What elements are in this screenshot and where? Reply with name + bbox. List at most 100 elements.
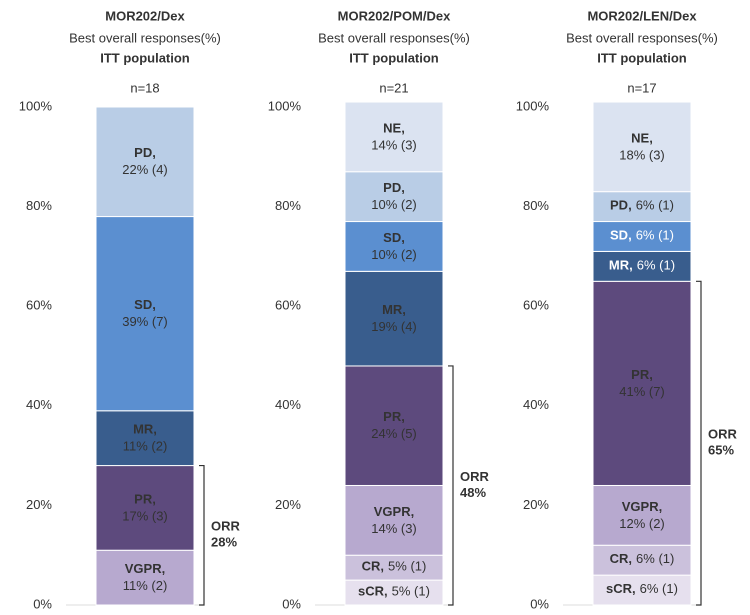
y-tick-label: 80% [26, 198, 52, 213]
bar-segment [592, 221, 692, 252]
segment-value: 22% (4) [122, 162, 168, 177]
segment-name: sCR, [358, 584, 388, 599]
orr-value: 48% [460, 485, 486, 500]
orr-value: 28% [211, 535, 237, 550]
chart-subtitle: Best overall responses(%) [318, 30, 470, 45]
segment-value: 17% (3) [122, 508, 168, 523]
population-label: ITT population [349, 50, 439, 65]
segment-value: 14% (3) [371, 137, 417, 152]
segment-value: 10% (2) [371, 197, 417, 212]
y-tick-label: 60% [523, 298, 549, 313]
segment-name: MR, [133, 422, 157, 437]
y-tick-label: 60% [275, 298, 301, 313]
segment-name: MR, [609, 258, 633, 273]
y-tick-label: 100% [268, 98, 302, 113]
segment-value: 5% (1) [392, 584, 430, 599]
population-label: ITT population [100, 50, 190, 65]
orr-bracket [199, 464, 205, 606]
segment-name: CR, [610, 552, 632, 567]
segment-value: 39% (7) [122, 314, 168, 329]
y-tick-label: 0% [530, 596, 549, 611]
bar-segment [344, 221, 444, 272]
segment-value: 6% (1) [637, 258, 675, 273]
segment-name: VGPR, [622, 499, 662, 514]
bar-segment [592, 484, 692, 546]
bar-segment [344, 171, 444, 223]
segment-name: MR, [382, 302, 406, 317]
segment-name: VGPR, [125, 561, 165, 576]
orr-label: ORR [460, 469, 490, 484]
bar-segment [344, 579, 444, 606]
y-tick-label: 20% [523, 497, 549, 512]
segment-name: NE, [631, 130, 653, 145]
segment-value: 12% (2) [619, 516, 665, 531]
segment-name: PR, [631, 367, 653, 382]
segment-value: 18% (3) [619, 147, 665, 162]
bar-segment [95, 549, 195, 606]
y-tick-label: 40% [26, 397, 52, 412]
orr-label: ORR [211, 519, 241, 534]
bar-segment [592, 191, 692, 223]
segment-value: 11% (2) [123, 439, 168, 454]
segment-label: MR, 6% (1) [609, 258, 675, 273]
segment-value: 6% (1) [636, 198, 674, 213]
bar-segment [592, 250, 692, 282]
orr-label: ORR [708, 427, 738, 442]
segment-name: PD, [610, 198, 632, 213]
bar-segment [592, 280, 692, 486]
chart-title: MOR202/LEN/Dex [587, 8, 697, 23]
bar-segment [592, 544, 692, 576]
y-tick-label: 40% [275, 397, 301, 412]
segment-value: 14% (3) [371, 521, 417, 536]
n-label: n=18 [130, 80, 159, 95]
segment-value: 5% (1) [388, 559, 426, 574]
segment-name: PD, [383, 180, 405, 195]
segment-value: 24% (5) [371, 426, 417, 441]
population-label: ITT population [597, 50, 687, 65]
bar-segment [95, 106, 195, 218]
orr-value: 65% [708, 443, 734, 458]
segment-name: SD, [383, 230, 405, 245]
y-tick-label: 0% [33, 596, 52, 611]
segment-name: PR, [134, 491, 156, 506]
bar-segment [344, 365, 444, 486]
bar-segment [592, 101, 692, 193]
segment-label: PD, 6% (1) [610, 198, 674, 213]
segment-name: VGPR, [374, 504, 414, 519]
bar-segment [344, 101, 444, 173]
chart-title: MOR202/Dex [105, 8, 185, 23]
n-label: n=17 [627, 80, 656, 95]
segment-name: CR, [362, 559, 384, 574]
bar-segment [344, 484, 444, 556]
segment-value: 41% (7) [619, 384, 665, 399]
segment-value: 11% (2) [123, 578, 168, 593]
segment-value: 6% (1) [636, 228, 674, 243]
bar-segment [344, 554, 444, 581]
bar-segment [95, 216, 195, 412]
orr-bracket [696, 280, 702, 606]
segment-value: 6% (1) [636, 552, 674, 567]
segment-name: NE, [383, 120, 405, 135]
segment-name: PD, [134, 145, 156, 160]
y-tick-label: 0% [282, 596, 301, 611]
segment-label: SD, 6% (1) [610, 228, 674, 243]
y-tick-label: 100% [19, 98, 53, 113]
segment-label: sCR, 6% (1) [606, 581, 678, 596]
segment-value: 19% (4) [371, 319, 417, 334]
segment-label: sCR, 5% (1) [358, 584, 430, 599]
segment-name: SD, [610, 228, 632, 243]
segment-label: CR, 5% (1) [362, 559, 427, 574]
segment-name: SD, [134, 297, 156, 312]
segment-label: CR, 6% (1) [610, 552, 675, 567]
segment-name: PR, [383, 409, 405, 424]
segment-name: sCR, [606, 581, 636, 596]
segment-value: 10% (2) [371, 247, 417, 262]
orr-bracket [448, 365, 454, 606]
n-label: n=21 [379, 80, 408, 95]
y-tick-label: 60% [26, 298, 52, 313]
chart-subtitle: Best overall responses(%) [566, 30, 718, 45]
y-tick-label: 20% [275, 497, 301, 512]
y-tick-label: 20% [26, 497, 52, 512]
y-tick-label: 100% [516, 98, 550, 113]
